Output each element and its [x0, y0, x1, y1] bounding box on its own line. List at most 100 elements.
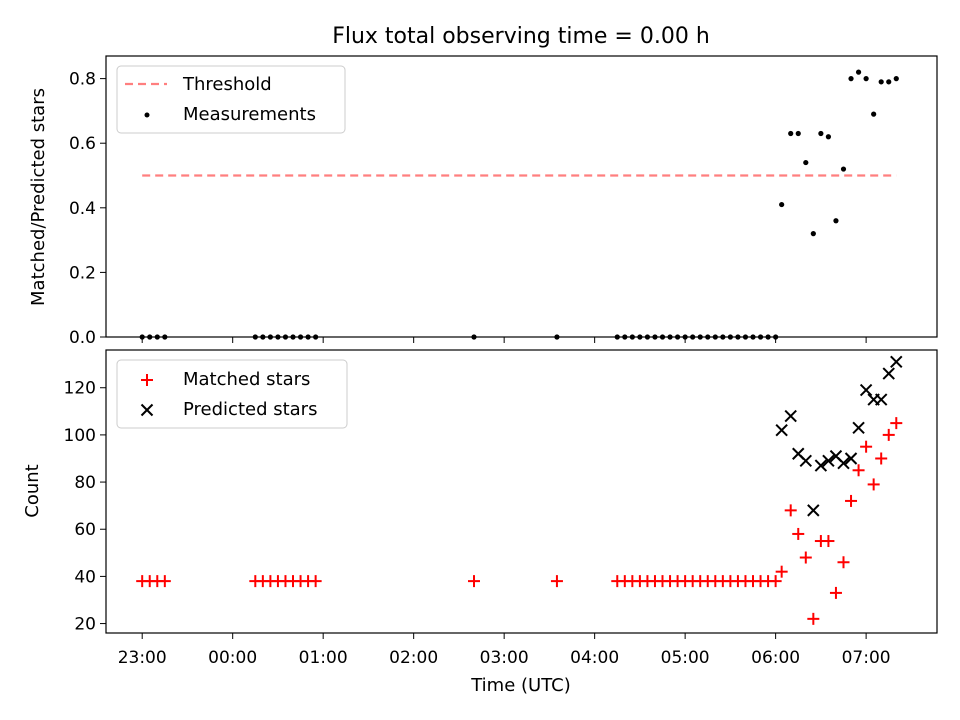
- count-y-tick-label: 20: [74, 615, 96, 635]
- count-x-tick-label: 03:00: [480, 648, 529, 668]
- measurement-point: [697, 334, 703, 340]
- measurement-point: [855, 69, 862, 75]
- measurement-point: [886, 79, 892, 85]
- predicted-point: [807, 504, 820, 517]
- measurement-point: [705, 334, 711, 340]
- predicted-point: [852, 421, 865, 435]
- measurement-point: [840, 166, 847, 172]
- matched-point: [890, 417, 903, 430]
- predicted-point: [814, 459, 828, 472]
- matched-point: [867, 478, 880, 491]
- predicted-point-b: [814, 459, 828, 472]
- ratio-y-tick-label: 0.4: [69, 199, 96, 219]
- matched-legend-marker: [141, 374, 153, 386]
- predicted-point-b: [775, 423, 788, 437]
- measurement-legend-label: Measurements: [183, 104, 316, 125]
- measurement-point: [893, 76, 899, 82]
- matched-point: [845, 494, 858, 507]
- ratio-panel: 0.00.20.40.60.8 Matched/Predicted stars …: [28, 55, 938, 348]
- count-x-tick-label: 23:00: [118, 648, 167, 668]
- predicted-point-b: [792, 447, 805, 460]
- measurement-point: [742, 334, 749, 340]
- matched-point: [784, 504, 797, 517]
- count-x-tick-label: 01:00: [299, 648, 348, 668]
- count-panel: 20 40 60 80 100 120 23:00 00:00 01:00 02:00 03:00…: [22, 349, 938, 696]
- count-y-tick-label: 80: [74, 473, 96, 493]
- count-x-tick-label: 04:00: [570, 648, 619, 668]
- figure-title: Flux total observing time = 0.00 h: [332, 24, 710, 49]
- measurement-point: [690, 334, 696, 340]
- measurement-point: [139, 334, 145, 340]
- matched-legend-label: Matched stars: [183, 369, 310, 390]
- measurement-point: [750, 334, 756, 340]
- predicted-point-b: [890, 355, 903, 368]
- predicted-point: [890, 355, 903, 368]
- matched-point: [158, 575, 171, 588]
- measurement-point: [275, 334, 281, 340]
- ratio-y-axis-label: Matched/Predicted stars: [28, 88, 49, 306]
- ratio-y-tick-label: 0.8: [69, 70, 96, 90]
- measurement-point: [297, 334, 304, 340]
- ratio-y-tick-label: 0.6: [69, 134, 96, 154]
- measurement-point: [810, 231, 816, 237]
- measurement-point: [667, 334, 673, 340]
- count-x-tick-label: 02:00: [389, 648, 438, 668]
- matched-point: [807, 612, 820, 625]
- measurement-point: [282, 334, 289, 340]
- predicted-point-b: [852, 421, 865, 435]
- count-x-tick-label: 06:00: [751, 648, 800, 668]
- matched-point: [852, 464, 865, 477]
- predicted-point-b: [784, 409, 797, 423]
- count-x-tick-label: 07:00: [842, 648, 891, 668]
- count-y-tick-label: 120: [64, 379, 96, 399]
- matched-point: [309, 575, 322, 588]
- matched-point: [860, 440, 873, 453]
- predicted-point-b: [807, 504, 820, 517]
- matched-point: [792, 527, 805, 540]
- predicted-point-b: [837, 456, 850, 470]
- measurement-point: [757, 334, 764, 340]
- predicted-point-b: [799, 454, 812, 468]
- predicted-point: [775, 423, 788, 437]
- count-y-tick-label: 40: [74, 567, 96, 587]
- count-y-ticks: 20 40 60 80 100 120: [64, 379, 106, 635]
- count-y-tick-label: 60: [74, 520, 96, 540]
- matched-point: [829, 586, 842, 599]
- measurement-point: [147, 334, 153, 340]
- measurement-point: [848, 76, 854, 82]
- measurement-point: [260, 334, 266, 340]
- ratio-y-tick-label: 0.0: [69, 328, 96, 348]
- measurement-point: [629, 334, 635, 340]
- measurement-point: [727, 334, 733, 340]
- predicted-point: [837, 456, 850, 470]
- measurement-point: [765, 334, 771, 340]
- measurement-point: [162, 334, 168, 340]
- measurement-point: [788, 130, 794, 137]
- measurement-point: [735, 334, 741, 340]
- ratio-marks: [139, 69, 899, 340]
- measurement-point: [674, 334, 681, 340]
- ratio-legend-box: [116, 65, 346, 134]
- measurement-point: [252, 334, 258, 340]
- measurement-point: [267, 334, 273, 340]
- matched-point: [467, 575, 480, 588]
- count-y-tick-label: 100: [64, 426, 96, 446]
- matched-point: [837, 556, 850, 569]
- matched-point: [775, 565, 788, 578]
- ratio-x-ticks: [141, 337, 867, 343]
- measurement-legend-dot-icon: [144, 112, 150, 118]
- measurement-point: [779, 201, 785, 208]
- predicted-point-b: [859, 383, 873, 397]
- measurement-point: [305, 334, 311, 340]
- matched-point: [769, 575, 782, 588]
- count-panel-frame: [105, 349, 938, 634]
- measurement-point: [614, 334, 620, 340]
- count-x-ticks: 23:00 00:00 01:00 02:00 03:00 04:00 05:00 06:00…: [118, 633, 891, 668]
- matched-point: [822, 535, 835, 548]
- predicted-point: [882, 367, 895, 380]
- measurement-point: [290, 334, 296, 340]
- ratio-panel-frame: [105, 55, 938, 338]
- count-marks: [136, 355, 903, 625]
- predicted-point: [859, 383, 873, 397]
